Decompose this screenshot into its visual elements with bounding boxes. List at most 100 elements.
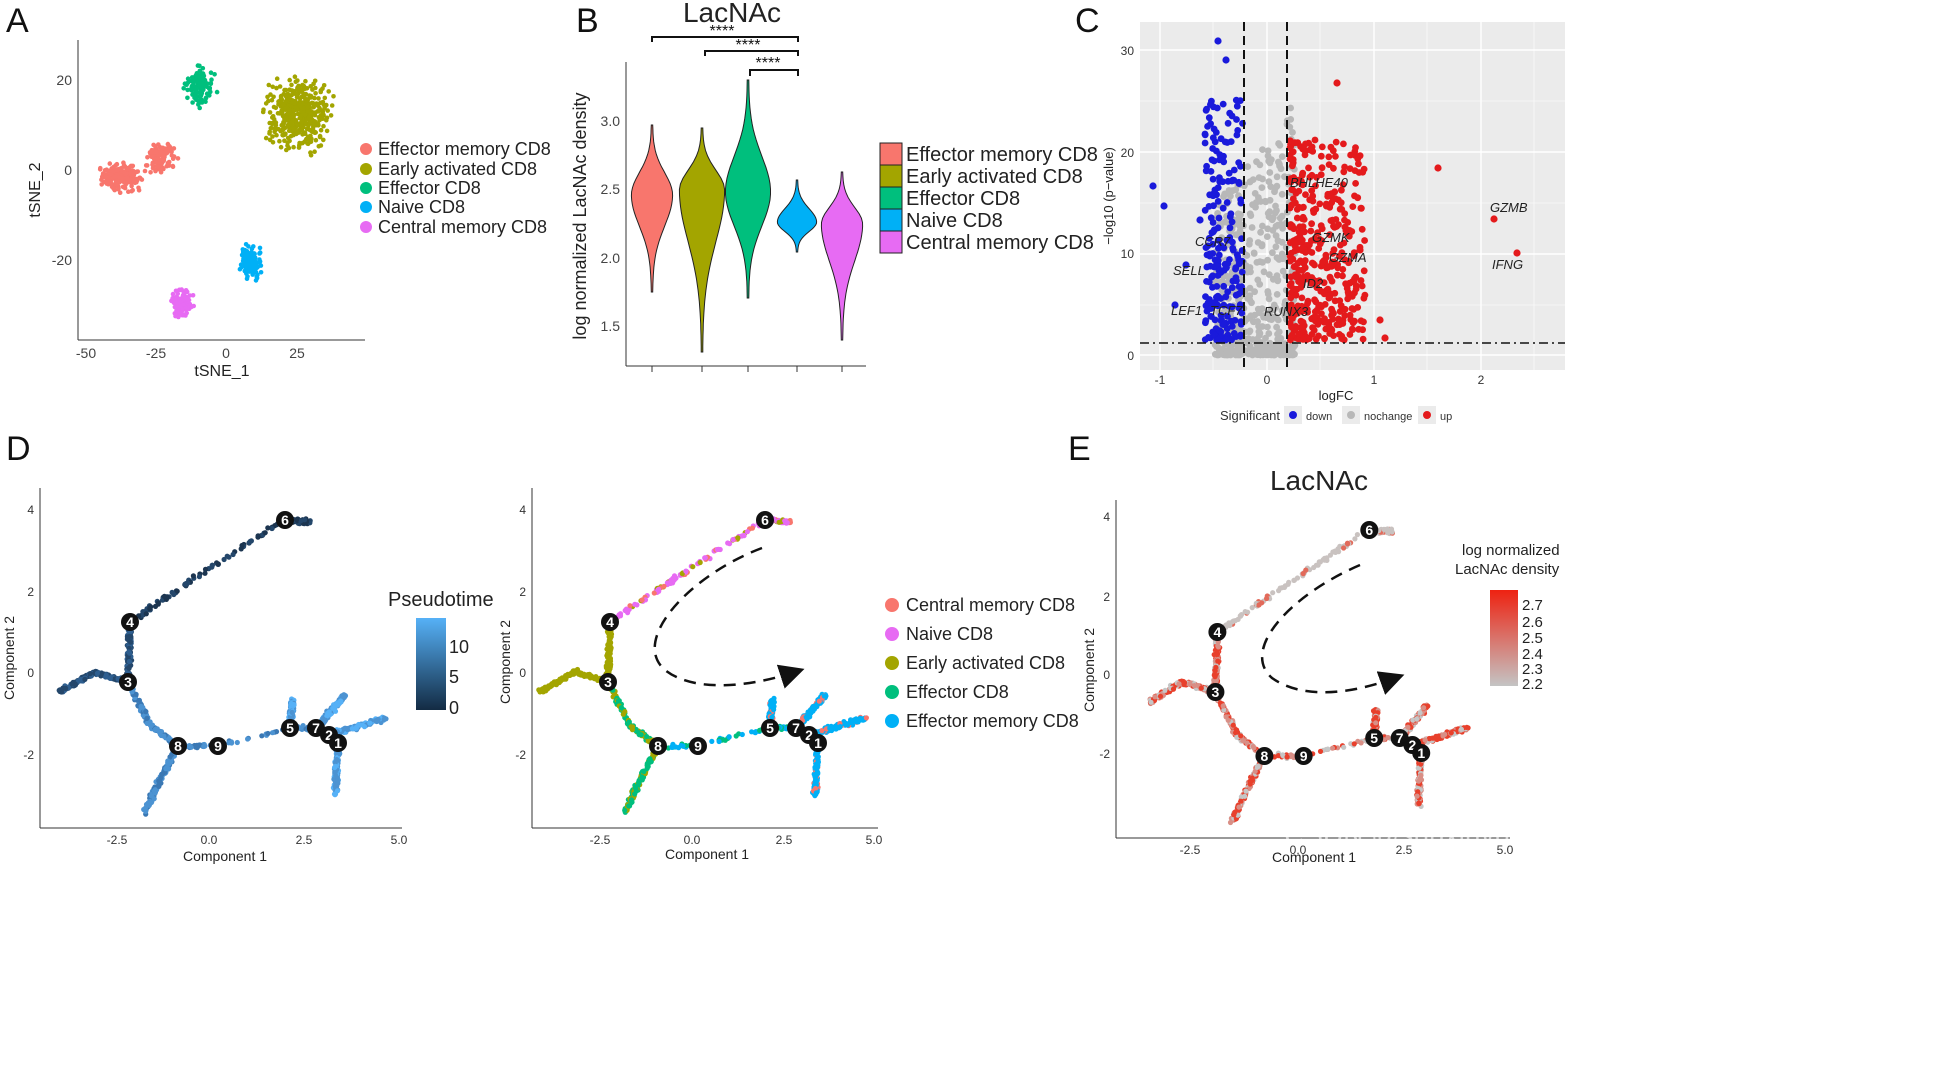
tsne-point <box>303 98 309 103</box>
tsne-point <box>270 140 276 145</box>
volcano-point <box>1237 318 1245 325</box>
gene-label: GZMB <box>1490 200 1528 215</box>
volcano-point <box>1246 328 1253 336</box>
volcano-point <box>1287 336 1294 344</box>
tsne-point <box>249 250 254 255</box>
gene-label: CCR7 <box>1195 234 1231 249</box>
tsne-point <box>326 89 332 94</box>
trajectory-point <box>289 709 295 716</box>
sig-bracket <box>749 69 799 76</box>
volcano-point <box>1321 335 1328 343</box>
tsne-point <box>285 124 291 130</box>
tsne-point <box>197 105 202 111</box>
volcano-point <box>1223 350 1230 358</box>
volcano-point <box>1286 302 1294 310</box>
tsne-point <box>162 154 167 160</box>
tsne-point <box>189 75 195 80</box>
legend-label: up <box>1440 411 1452 423</box>
trajectory-point <box>143 708 149 715</box>
gene-label: LEF1 <box>1171 303 1202 318</box>
trajectory-point <box>722 737 728 743</box>
volcano-point <box>1256 331 1263 339</box>
trajectory-point <box>690 564 696 570</box>
panel-b-ytick: 2.5 <box>601 181 621 197</box>
trajectory-point <box>194 745 200 751</box>
volcano-point <box>1315 245 1323 252</box>
sig-bracket <box>651 36 799 42</box>
tsne-point <box>126 189 131 194</box>
trajectory-point <box>159 771 165 777</box>
volcano-point <box>1306 173 1314 181</box>
volcano-point <box>1339 316 1347 324</box>
volcano-point <box>1259 175 1266 183</box>
trajectory-point <box>169 589 175 596</box>
tsne-point <box>172 304 178 310</box>
volcano-point <box>1264 256 1271 264</box>
panel-d-left-ytick: 2 <box>27 585 34 599</box>
tsne-point <box>160 150 166 156</box>
trajectory-point <box>557 676 563 682</box>
tsne-point <box>253 269 259 275</box>
volcano-point <box>1308 187 1316 195</box>
volcano-point <box>1305 164 1312 172</box>
volcano-point <box>1214 237 1222 244</box>
trajectory-point <box>606 645 612 651</box>
volcano-point <box>1336 297 1344 305</box>
volcano-point <box>1344 280 1352 288</box>
tsne-point <box>198 91 203 96</box>
volcano-point <box>1304 272 1311 279</box>
volcano-point <box>1298 294 1306 302</box>
trajectory-point <box>623 606 630 612</box>
panel-d-left-ylabel: Component 2 <box>1 616 17 700</box>
panel-d-left-ytick: -2 <box>23 748 34 762</box>
trajectory-point <box>155 600 161 606</box>
tsne-point <box>298 94 304 100</box>
legend-swatch <box>1289 411 1297 419</box>
volcano-point <box>1289 129 1296 136</box>
trajectory-point <box>607 632 613 638</box>
tsne-point <box>129 164 134 169</box>
volcano-point <box>1287 294 1295 302</box>
tsne-point <box>185 296 190 302</box>
volcano-point <box>1289 195 1297 203</box>
volcano-point <box>1260 344 1268 352</box>
panel-b-ylabel: log normalized LacNAc density <box>570 92 590 339</box>
volcano-point <box>1356 246 1364 254</box>
trajectory-point <box>668 580 674 586</box>
volcano-point <box>1238 268 1246 276</box>
panel-d-left-points <box>56 515 389 817</box>
volcano-point <box>1215 344 1222 352</box>
panel-c-letter: C <box>1075 2 1100 40</box>
volcano-point <box>1324 285 1332 293</box>
volcano-point <box>1358 282 1366 290</box>
tsne-point <box>99 174 105 180</box>
trajectory-point <box>716 738 722 745</box>
tsne-point <box>182 81 188 86</box>
trajectory-point <box>248 538 254 544</box>
tsne-point <box>270 134 275 139</box>
tsne-point <box>293 79 299 84</box>
volcano-point <box>1314 229 1321 237</box>
tsne-point <box>246 244 251 249</box>
volcano-point <box>1348 325 1356 333</box>
volcano-point <box>1250 250 1258 257</box>
volcano-point <box>1222 272 1230 280</box>
volcano-point <box>1237 199 1245 207</box>
volcano-point <box>1325 153 1333 161</box>
volcano-point <box>1323 202 1330 210</box>
volcano-point <box>1228 218 1236 226</box>
tsne-point <box>257 251 262 256</box>
tsne-point <box>107 161 113 166</box>
tsne-point <box>321 137 326 143</box>
trajectory-point <box>749 525 756 531</box>
tsne-point <box>273 125 278 130</box>
volcano-point <box>1307 227 1315 235</box>
tsne-point <box>116 186 121 191</box>
tsne-point <box>203 96 209 101</box>
trajectory-point <box>727 541 733 547</box>
panel-a-ytick: 0 <box>64 162 72 178</box>
volcano-point <box>1315 332 1322 340</box>
legend-swatch <box>1347 411 1355 419</box>
tsne-point <box>255 264 261 270</box>
